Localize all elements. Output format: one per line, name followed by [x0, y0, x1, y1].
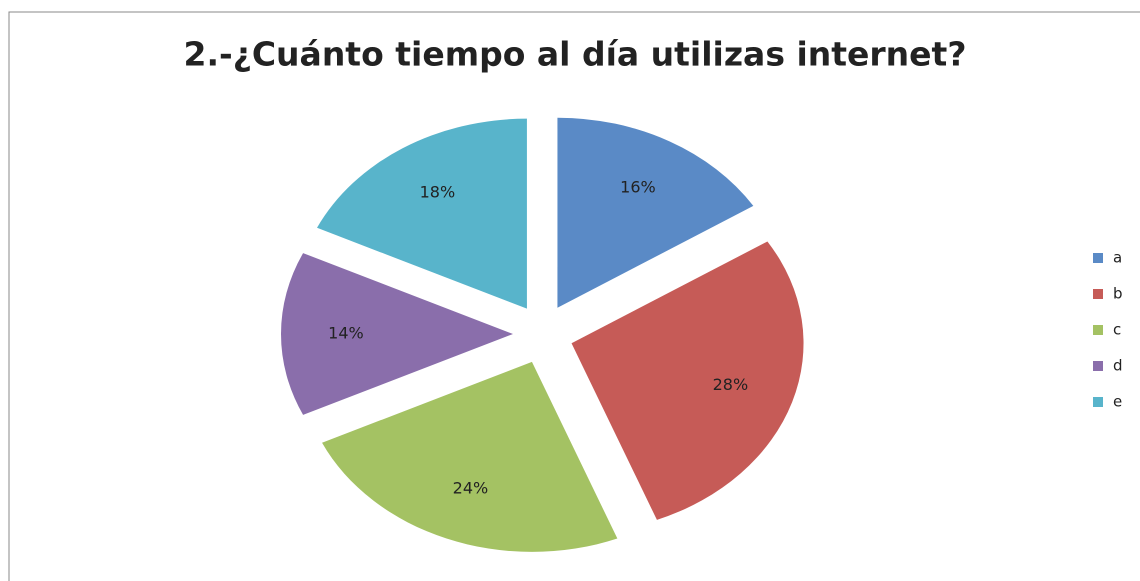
- legend-label: a: [1113, 249, 1122, 267]
- legend-swatch: [1093, 361, 1103, 371]
- pie-slice: [571, 241, 804, 520]
- legend-label: c: [1113, 321, 1121, 339]
- legend-swatch: [1093, 289, 1103, 299]
- legend-swatch: [1093, 397, 1103, 407]
- legend-swatch: [1093, 325, 1103, 335]
- legend-label: d: [1113, 357, 1123, 375]
- legend-label: e: [1113, 393, 1122, 411]
- data-label: 24%: [453, 479, 489, 498]
- pie-slice: [557, 117, 754, 308]
- pie-slice: [280, 253, 513, 415]
- legend-label: b: [1113, 285, 1123, 303]
- pie-slice: [317, 118, 527, 309]
- chart-title: 2.-¿Cuánto tiempo al día utilizas intern…: [184, 35, 967, 74]
- pie-slice: [322, 361, 618, 552]
- data-label: 18%: [420, 183, 456, 202]
- legend-swatch: [1093, 253, 1103, 263]
- data-label: 16%: [620, 177, 656, 196]
- data-label: 28%: [713, 375, 749, 394]
- data-label: 14%: [328, 324, 364, 343]
